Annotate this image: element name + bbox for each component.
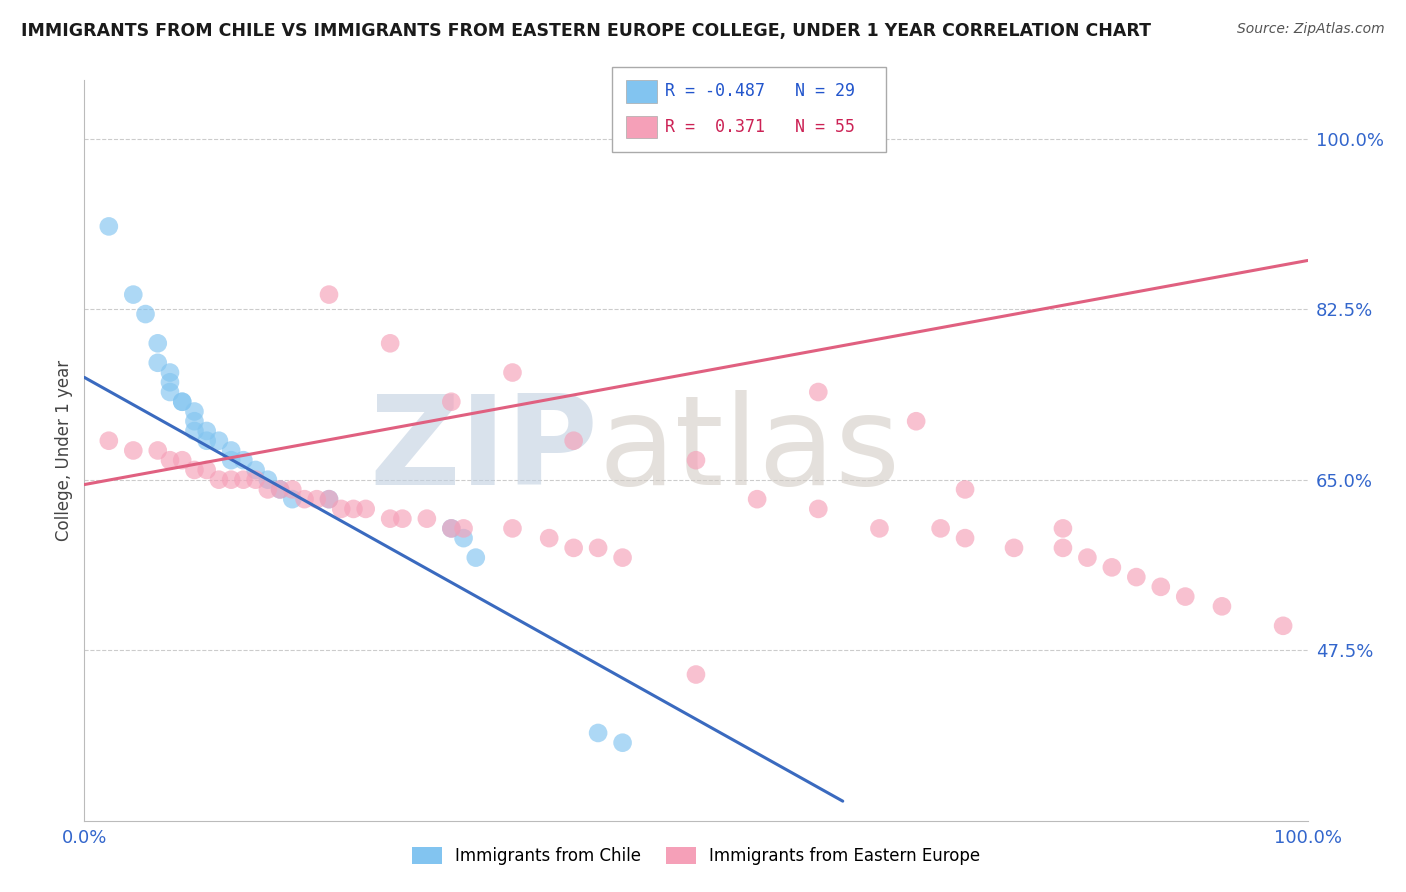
- Point: [342, 502, 364, 516]
- Point: [380, 336, 402, 351]
- Point: [172, 394, 194, 409]
- Point: [219, 473, 242, 487]
- Point: [1272, 619, 1295, 633]
- Point: [97, 434, 120, 448]
- Point: [464, 550, 486, 565]
- Point: [146, 356, 169, 370]
- Point: [380, 511, 402, 525]
- Point: [953, 483, 976, 497]
- Point: [1101, 560, 1123, 574]
- Point: [562, 434, 585, 448]
- Point: [612, 550, 634, 565]
- Point: [416, 511, 439, 525]
- Point: [905, 414, 928, 428]
- Legend: Immigrants from Chile, Immigrants from Eastern Europe: Immigrants from Chile, Immigrants from E…: [405, 840, 987, 871]
- Point: [953, 531, 976, 545]
- Point: [257, 473, 280, 487]
- Point: [208, 473, 231, 487]
- Point: [391, 511, 413, 525]
- Point: [183, 424, 205, 438]
- Point: [122, 287, 145, 301]
- Point: [245, 473, 267, 487]
- Point: [294, 492, 316, 507]
- Point: [269, 483, 291, 497]
- Point: [281, 483, 304, 497]
- Text: R = -0.487   N = 29: R = -0.487 N = 29: [665, 82, 855, 100]
- Point: [1150, 580, 1173, 594]
- Point: [440, 394, 463, 409]
- Point: [502, 366, 524, 380]
- Point: [219, 443, 242, 458]
- Point: [269, 483, 291, 497]
- Point: [122, 443, 145, 458]
- Point: [1052, 521, 1074, 535]
- Point: [747, 492, 769, 507]
- Point: [869, 521, 891, 535]
- Point: [1211, 599, 1233, 614]
- Point: [612, 736, 634, 750]
- Point: [318, 492, 340, 507]
- Point: [538, 531, 561, 545]
- Point: [159, 376, 181, 390]
- Y-axis label: College, Under 1 year: College, Under 1 year: [55, 359, 73, 541]
- Point: [159, 453, 181, 467]
- Point: [1052, 541, 1074, 555]
- Point: [172, 453, 194, 467]
- Text: Source: ZipAtlas.com: Source: ZipAtlas.com: [1237, 22, 1385, 37]
- Point: [453, 531, 475, 545]
- Point: [257, 483, 280, 497]
- Point: [440, 521, 463, 535]
- Point: [685, 667, 707, 681]
- Point: [159, 366, 181, 380]
- Point: [305, 492, 328, 507]
- Point: [440, 521, 463, 535]
- Point: [232, 473, 254, 487]
- Text: atlas: atlas: [598, 390, 900, 511]
- Point: [807, 502, 830, 516]
- Point: [1002, 541, 1025, 555]
- Point: [232, 453, 254, 467]
- Point: [135, 307, 157, 321]
- Point: [354, 502, 377, 516]
- Point: [807, 384, 830, 399]
- Point: [562, 541, 585, 555]
- Point: [586, 726, 609, 740]
- Point: [183, 404, 205, 418]
- Text: R =  0.371   N = 55: R = 0.371 N = 55: [665, 118, 855, 136]
- Point: [183, 414, 205, 428]
- Point: [281, 492, 304, 507]
- Point: [1076, 550, 1098, 565]
- Point: [330, 502, 353, 516]
- Point: [318, 492, 340, 507]
- Point: [685, 453, 707, 467]
- Point: [146, 336, 169, 351]
- Point: [146, 443, 169, 458]
- Text: IMMIGRANTS FROM CHILE VS IMMIGRANTS FROM EASTERN EUROPE COLLEGE, UNDER 1 YEAR CO: IMMIGRANTS FROM CHILE VS IMMIGRANTS FROM…: [21, 22, 1152, 40]
- Point: [318, 287, 340, 301]
- Text: ZIP: ZIP: [370, 390, 598, 511]
- Point: [245, 463, 267, 477]
- Point: [195, 434, 218, 448]
- Point: [195, 424, 218, 438]
- Point: [453, 521, 475, 535]
- Point: [586, 541, 609, 555]
- Point: [1125, 570, 1147, 584]
- Point: [172, 394, 194, 409]
- Point: [195, 463, 218, 477]
- Point: [929, 521, 952, 535]
- Point: [502, 521, 524, 535]
- Point: [219, 453, 242, 467]
- Point: [1174, 590, 1197, 604]
- Point: [183, 463, 205, 477]
- Point: [208, 434, 231, 448]
- Point: [159, 384, 181, 399]
- Point: [97, 219, 120, 234]
